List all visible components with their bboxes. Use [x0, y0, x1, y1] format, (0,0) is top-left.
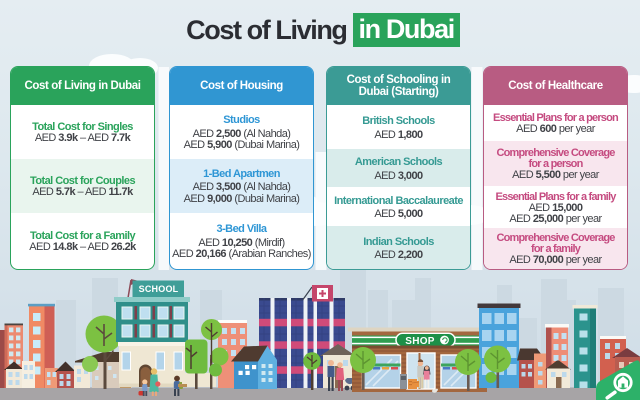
svg-text:SCHOOL: SCHOOL: [139, 284, 179, 294]
svg-text:SHOP: SHOP: [405, 336, 435, 347]
